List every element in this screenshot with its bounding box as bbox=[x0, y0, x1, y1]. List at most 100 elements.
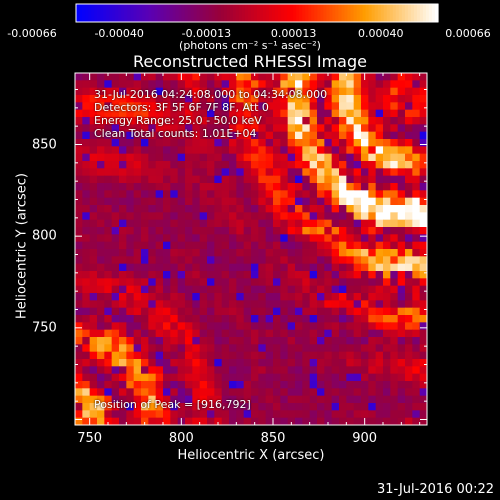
heatmap-cell bbox=[339, 139, 347, 147]
heatmap-cell bbox=[419, 87, 428, 96]
heatmap-cell bbox=[163, 403, 171, 411]
heatmap-cell bbox=[346, 161, 355, 169]
heatmap-cell bbox=[170, 293, 179, 301]
heatmap-cell bbox=[251, 373, 259, 382]
heatmap-cell bbox=[148, 227, 157, 235]
heatmap-cell bbox=[390, 73, 399, 81]
heatmap-cell bbox=[133, 124, 142, 133]
heatmap-cell bbox=[375, 117, 384, 125]
heatmap-cell bbox=[265, 293, 274, 301]
heatmap-cell bbox=[155, 417, 164, 426]
heatmap-cell bbox=[265, 307, 274, 316]
heatmap-cell bbox=[324, 315, 333, 323]
heatmap-cell bbox=[273, 271, 281, 279]
heatmap-cell bbox=[309, 329, 318, 338]
colorbar-segment bbox=[106, 4, 110, 22]
heatmap-cell bbox=[229, 351, 237, 360]
heatmap-cell bbox=[192, 322, 201, 331]
heatmap-cell bbox=[361, 366, 369, 375]
heatmap-cell bbox=[185, 95, 193, 103]
heatmap-cell bbox=[141, 197, 149, 206]
heatmap-cell bbox=[229, 388, 237, 397]
heatmap-cell bbox=[390, 234, 399, 243]
colorbar-segment bbox=[326, 4, 330, 22]
heatmap-cell bbox=[119, 366, 127, 375]
heatmap-cell bbox=[97, 183, 105, 191]
heatmap-cell bbox=[89, 351, 98, 360]
heatmap-cell bbox=[97, 102, 105, 111]
heatmap-cell bbox=[97, 359, 105, 367]
colorbar-segment bbox=[332, 4, 337, 22]
heatmap-cell bbox=[419, 322, 428, 331]
heatmap-cell bbox=[361, 109, 369, 118]
heatmap-cell bbox=[375, 227, 384, 235]
heatmap-cell bbox=[412, 271, 421, 279]
heatmap-cell bbox=[155, 293, 164, 301]
heatmap-cell bbox=[251, 417, 259, 426]
heatmap-cell bbox=[82, 175, 91, 184]
heatmap-cell bbox=[170, 271, 179, 279]
heatmap-cell bbox=[368, 73, 377, 81]
heatmap-cell bbox=[331, 139, 340, 147]
heatmap-cell bbox=[419, 168, 428, 177]
heatmap-cell bbox=[243, 410, 252, 419]
heatmap-cell bbox=[331, 373, 340, 382]
heatmap-cell bbox=[346, 139, 355, 147]
heatmap-cell bbox=[221, 351, 230, 360]
heatmap-cell bbox=[229, 366, 237, 375]
heatmap-cell bbox=[199, 410, 208, 419]
heatmap-cell bbox=[97, 395, 105, 404]
heatmap-cell bbox=[207, 315, 215, 323]
heatmap-cell bbox=[192, 315, 201, 323]
heatmap-cell bbox=[353, 307, 362, 316]
heatmap-cell bbox=[287, 307, 296, 316]
heatmap-cell bbox=[119, 417, 127, 426]
heatmap-cell bbox=[75, 271, 83, 279]
heatmap-cell bbox=[119, 175, 127, 184]
colorbar-segment bbox=[136, 4, 140, 22]
heatmap-cell bbox=[412, 329, 421, 338]
heatmap-cell bbox=[309, 410, 318, 419]
heatmap-cell bbox=[361, 300, 369, 309]
heatmap-cell bbox=[331, 168, 340, 177]
heatmap-cell bbox=[265, 315, 274, 323]
heatmap-cell bbox=[346, 117, 355, 125]
heatmap-cell bbox=[383, 87, 391, 96]
heatmap-cell bbox=[346, 337, 355, 345]
heatmap-cell bbox=[126, 131, 135, 140]
heatmap-cell bbox=[361, 168, 369, 177]
heatmap-cell bbox=[155, 373, 164, 382]
heatmap-cell bbox=[390, 197, 399, 206]
heatmap-cell bbox=[317, 102, 325, 111]
heatmap-cell bbox=[295, 219, 303, 228]
heatmap-cell bbox=[273, 95, 281, 103]
heatmap-cell bbox=[251, 293, 259, 301]
heatmap-cell bbox=[207, 249, 215, 257]
colorbar-segment bbox=[208, 4, 213, 22]
heatmap-cell bbox=[324, 227, 333, 235]
heatmap-cell bbox=[331, 212, 340, 221]
heatmap-cell bbox=[383, 293, 391, 301]
heatmap-cell bbox=[339, 95, 347, 103]
heatmap-cell bbox=[163, 227, 171, 235]
heatmap-cell bbox=[126, 117, 135, 125]
heatmap-cell bbox=[155, 219, 164, 228]
colorbar-tick-label: -0.00066 bbox=[7, 27, 57, 40]
colorbar-segment bbox=[124, 4, 128, 22]
colorbar-segment bbox=[392, 4, 397, 22]
heatmap-cell bbox=[280, 95, 289, 103]
heatmap-cell bbox=[265, 344, 274, 353]
heatmap-cell bbox=[163, 153, 171, 162]
heatmap-cell bbox=[339, 234, 347, 243]
heatmap-cell bbox=[199, 227, 208, 235]
heatmap-cell bbox=[295, 395, 303, 404]
heatmap-cell bbox=[265, 278, 274, 287]
heatmap-cell bbox=[82, 388, 91, 397]
heatmap-cell bbox=[397, 388, 406, 397]
heatmap-cell bbox=[97, 315, 105, 323]
heatmap-cell bbox=[133, 293, 142, 301]
heatmap-cell bbox=[251, 344, 259, 353]
heatmap-cell bbox=[126, 80, 135, 89]
colorbar-segment bbox=[160, 4, 165, 22]
heatmap-cell bbox=[155, 271, 164, 279]
